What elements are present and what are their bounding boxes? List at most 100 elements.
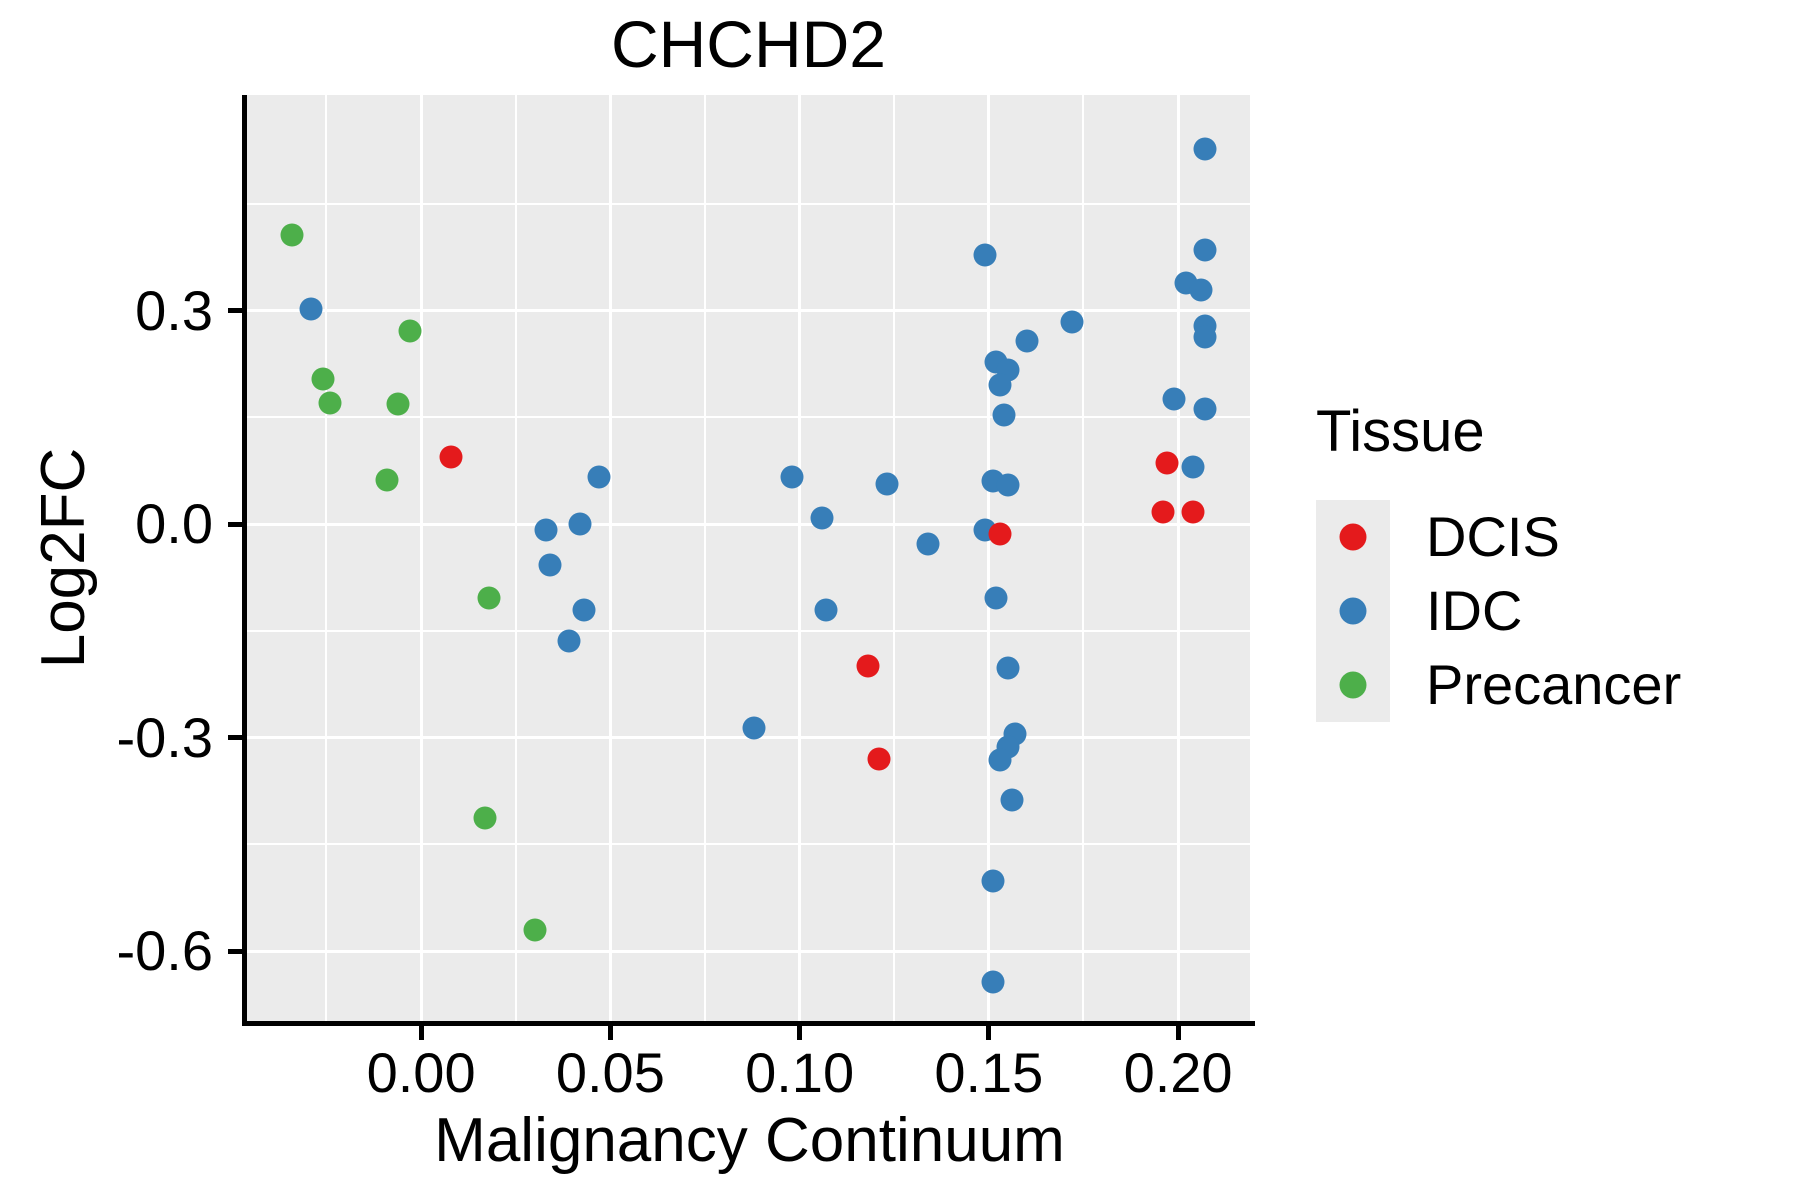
minor-gridline-y: [247, 629, 1250, 632]
data-point-idc: [981, 970, 1005, 994]
data-point-idc: [1189, 278, 1213, 302]
x-tick-label: 0.00: [366, 1041, 476, 1104]
data-point-idc: [996, 473, 1020, 497]
data-point-dcis: [867, 747, 891, 771]
major-gridline-y: [247, 309, 1250, 313]
legend-label: IDC: [1426, 579, 1523, 642]
data-point-dcis: [856, 654, 880, 678]
data-point-idc: [1015, 329, 1039, 353]
x-tick-label: 0.20: [1123, 1041, 1233, 1104]
precancer-legend-dot: [1339, 671, 1367, 699]
data-point-dcis: [988, 522, 1012, 546]
data-point-idc: [981, 869, 1005, 893]
data-point-idc: [780, 465, 804, 488]
legend-key: [1316, 574, 1390, 648]
x-axis-title: Malignancy Continuum: [434, 1106, 1065, 1175]
y-axis-line: [242, 95, 247, 1026]
data-point-dcis: [439, 445, 463, 469]
data-point-precancer: [311, 367, 335, 391]
legend: Tissue DCIS IDC Precancer: [1316, 400, 1681, 722]
major-gridline-x: [1176, 95, 1180, 1021]
minor-gridline-y: [247, 416, 1250, 419]
x-tick-mark: [418, 1026, 424, 1040]
major-gridline-x: [987, 95, 991, 1021]
data-point-idc: [538, 553, 562, 577]
x-tick-label: 0.15: [934, 1041, 1044, 1104]
x-axis-line: [242, 1021, 1255, 1026]
minor-gridline-y: [247, 843, 1250, 846]
data-point-idc: [572, 598, 596, 622]
minor-gridline-x: [893, 95, 896, 1021]
plot-panel: [247, 95, 1250, 1021]
data-point-idc: [996, 656, 1020, 680]
data-point-idc: [814, 598, 838, 622]
data-point-dcis: [1151, 500, 1175, 524]
minor-gridline-x: [514, 95, 517, 1021]
y-axis-title: Log2FC: [29, 447, 98, 669]
data-point-idc: [568, 512, 592, 536]
x-tick-label: 0.10: [745, 1041, 855, 1104]
legend-item-dcis: DCIS: [1316, 500, 1681, 574]
data-point-idc: [916, 532, 940, 556]
data-point-idc: [587, 465, 611, 488]
data-point-precancer: [280, 223, 304, 247]
x-tick-mark: [986, 1026, 992, 1040]
x-tick-mark: [607, 1026, 613, 1040]
major-gridline-x: [798, 95, 802, 1021]
data-point-precancer: [473, 806, 497, 830]
data-point-precancer: [318, 391, 342, 415]
minor-gridline-x: [1082, 95, 1085, 1021]
minor-gridline-x: [325, 95, 328, 1021]
major-gridline-y: [247, 522, 1250, 526]
y-tick-mark: [228, 521, 242, 527]
major-gridline-y: [247, 949, 1250, 953]
data-point-precancer: [477, 586, 501, 610]
data-point-idc: [875, 472, 899, 496]
data-point-precancer: [523, 918, 547, 942]
data-point-idc: [1193, 397, 1217, 421]
data-point-precancer: [386, 392, 410, 416]
y-tick-label: -0.3: [116, 705, 214, 769]
y-tick-mark: [228, 948, 242, 954]
minor-gridline-x: [703, 95, 706, 1021]
data-point-idc: [1193, 238, 1217, 262]
x-tick-label: 0.05: [555, 1041, 665, 1104]
data-point-idc: [299, 297, 323, 321]
y-tick-label: 0.0: [135, 492, 213, 556]
y-tick-label: -0.6: [116, 919, 214, 983]
data-point-idc: [973, 243, 997, 267]
data-point-idc: [992, 403, 1016, 427]
x-tick-mark: [797, 1026, 803, 1040]
x-tick-mark: [1175, 1026, 1181, 1040]
data-point-idc: [810, 506, 834, 530]
legend-key: [1316, 500, 1390, 574]
data-point-idc: [742, 716, 766, 740]
data-point-idc: [984, 586, 1008, 609]
y-tick-mark: [228, 735, 242, 741]
data-point-idc: [1162, 387, 1186, 411]
y-tick-mark: [228, 308, 242, 314]
data-point-idc: [988, 748, 1012, 772]
data-point-dcis: [1181, 500, 1205, 524]
minor-gridline-y: [247, 202, 1250, 205]
legend-items: DCIS IDC Precancer: [1316, 500, 1681, 722]
legend-key: [1316, 648, 1390, 722]
data-point-idc: [1060, 310, 1084, 334]
chart-title: CHCHD2: [610, 7, 887, 81]
idc-legend-dot: [1339, 597, 1367, 625]
legend-title: Tissue: [1316, 399, 1485, 464]
legend-label: Precancer: [1426, 653, 1682, 716]
legend-label: DCIS: [1426, 505, 1560, 568]
major-gridline-x: [419, 95, 423, 1021]
y-tick-label: 0.3: [135, 278, 213, 342]
data-point-idc: [1181, 455, 1205, 479]
data-point-idc: [1193, 137, 1217, 161]
data-point-dcis: [1155, 451, 1179, 475]
dcis-legend-dot: [1339, 523, 1367, 551]
data-point-idc: [1193, 325, 1217, 349]
major-gridline-x: [608, 95, 612, 1021]
data-point-idc: [557, 629, 581, 653]
legend-item-precancer: Precancer: [1316, 648, 1681, 722]
data-point-idc: [534, 518, 558, 542]
